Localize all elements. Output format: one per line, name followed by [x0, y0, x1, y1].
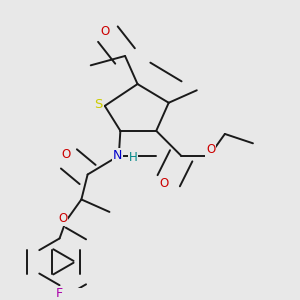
Text: O: O — [206, 143, 215, 156]
Text: F: F — [56, 286, 63, 299]
Text: O: O — [58, 212, 67, 225]
Text: O: O — [100, 25, 110, 38]
Text: N: N — [112, 149, 122, 162]
Text: H: H — [128, 151, 137, 164]
Text: S: S — [94, 98, 103, 111]
Text: O: O — [61, 148, 70, 161]
Text: O: O — [159, 177, 169, 190]
